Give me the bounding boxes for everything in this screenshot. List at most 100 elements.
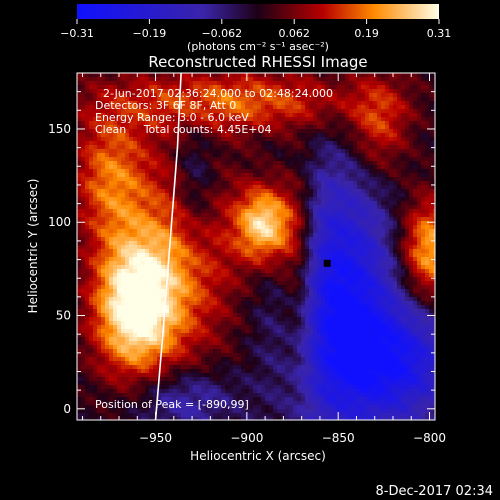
heatmap-cell xyxy=(285,393,290,398)
heatmap-cell xyxy=(133,313,138,318)
heatmap-cell xyxy=(109,77,114,82)
heatmap-cell xyxy=(121,181,126,186)
heatmap-cell xyxy=(269,185,274,190)
heatmap-cell xyxy=(101,305,106,310)
heatmap-cell xyxy=(301,417,306,420)
heatmap-cell xyxy=(145,401,150,406)
heatmap-cell xyxy=(293,105,298,110)
heatmap-cell xyxy=(197,133,202,138)
heatmap-cell xyxy=(289,249,294,254)
heatmap-cell xyxy=(241,257,246,262)
heatmap-cell xyxy=(229,233,234,238)
heatmap-cell xyxy=(125,185,130,190)
heatmap-cell xyxy=(197,221,202,226)
heatmap-cell xyxy=(305,109,310,114)
heatmap-cell xyxy=(149,177,154,182)
heatmap-cell xyxy=(161,297,166,302)
heatmap-cell xyxy=(241,357,246,362)
heatmap-cell xyxy=(149,309,154,314)
heatmap-cell xyxy=(137,253,142,258)
heatmap-cell xyxy=(241,121,246,126)
heatmap-cell xyxy=(237,109,242,114)
heatmap-cell xyxy=(285,369,290,374)
heatmap-cell xyxy=(269,93,274,98)
heatmap-cell xyxy=(201,181,206,186)
heatmap-cell xyxy=(213,241,218,246)
heatmap-cell xyxy=(229,321,234,326)
heatmap-cell xyxy=(149,125,154,130)
heatmap-cell xyxy=(77,105,82,110)
heatmap-cell xyxy=(185,221,190,226)
heatmap-cell xyxy=(153,349,158,354)
heatmap-cell xyxy=(97,381,102,386)
heatmap-cell xyxy=(273,361,278,366)
heatmap-cell xyxy=(185,257,190,262)
heatmap-cell xyxy=(249,393,254,398)
heatmap-cell xyxy=(265,249,270,254)
heatmap-cell xyxy=(97,345,102,350)
heatmap-cell xyxy=(237,77,242,82)
heatmap-cell xyxy=(117,317,122,322)
heatmap-cell xyxy=(177,357,182,362)
heatmap-cell xyxy=(141,121,146,126)
heatmap-cell xyxy=(205,149,210,154)
heatmap-cell xyxy=(213,149,218,154)
heatmap-cell xyxy=(137,89,142,94)
heatmap-cell xyxy=(297,189,302,194)
heatmap-cell xyxy=(229,85,234,90)
heatmap-cell xyxy=(117,329,122,334)
heatmap-cell xyxy=(177,245,182,250)
heatmap-cell xyxy=(85,325,90,330)
heatmap-cell xyxy=(277,361,282,366)
heatmap-cell xyxy=(217,305,222,310)
heatmap-cell xyxy=(105,401,110,406)
heatmap-cell xyxy=(273,261,278,266)
heatmap-cell xyxy=(277,325,282,330)
heatmap-cell xyxy=(277,365,282,370)
heatmap-cell xyxy=(201,153,206,158)
heatmap-cell xyxy=(113,89,118,94)
heatmap-cell xyxy=(237,409,242,414)
heatmap-cell xyxy=(221,225,226,230)
heatmap-cell xyxy=(93,133,98,138)
heatmap-cell xyxy=(165,245,170,250)
heatmap-cell xyxy=(189,297,194,302)
heatmap-cell xyxy=(189,317,194,322)
heatmap-cell xyxy=(213,261,218,266)
heatmap-cell xyxy=(281,221,286,226)
heatmap-cell xyxy=(201,313,206,318)
heatmap-cell xyxy=(297,165,302,170)
heatmap-cell xyxy=(201,209,206,214)
heatmap-cell xyxy=(249,157,254,162)
heatmap-cell xyxy=(161,173,166,178)
heatmap-cell xyxy=(149,285,154,290)
heatmap-cell xyxy=(293,289,298,294)
heatmap-cell xyxy=(89,169,94,174)
heatmap-cell xyxy=(105,141,110,146)
heatmap-cell xyxy=(157,401,162,406)
heatmap-cell xyxy=(277,137,282,142)
heatmap-cell xyxy=(77,169,82,174)
heatmap-cell xyxy=(89,273,94,278)
heatmap-cell xyxy=(153,289,158,294)
heatmap-cell xyxy=(245,321,250,326)
heatmap-cell xyxy=(161,261,166,266)
heatmap-cell xyxy=(289,217,294,222)
heatmap-cell xyxy=(189,269,194,274)
heatmap-cell xyxy=(289,317,294,322)
heatmap-cell xyxy=(129,189,134,194)
heatmap-cell xyxy=(257,325,262,330)
heatmap-cell xyxy=(245,309,250,314)
heatmap-cell xyxy=(201,381,206,386)
heatmap-cell xyxy=(297,333,302,338)
heatmap-cell xyxy=(225,109,230,114)
heatmap-cell xyxy=(157,165,162,170)
heatmap-cell xyxy=(277,269,282,274)
heatmap-cell xyxy=(193,237,198,242)
heatmap-cell xyxy=(297,245,302,250)
heatmap-cell xyxy=(273,157,278,162)
heatmap-cell xyxy=(101,317,106,322)
heatmap-cell xyxy=(281,357,286,362)
heatmap-cell xyxy=(161,129,166,134)
heatmap-cell xyxy=(189,301,194,306)
